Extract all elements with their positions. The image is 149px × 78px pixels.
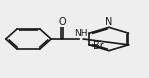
- Text: N: N: [105, 17, 112, 27]
- Text: Br: Br: [93, 41, 104, 51]
- Text: NH: NH: [74, 29, 88, 38]
- Text: O: O: [58, 17, 66, 27]
